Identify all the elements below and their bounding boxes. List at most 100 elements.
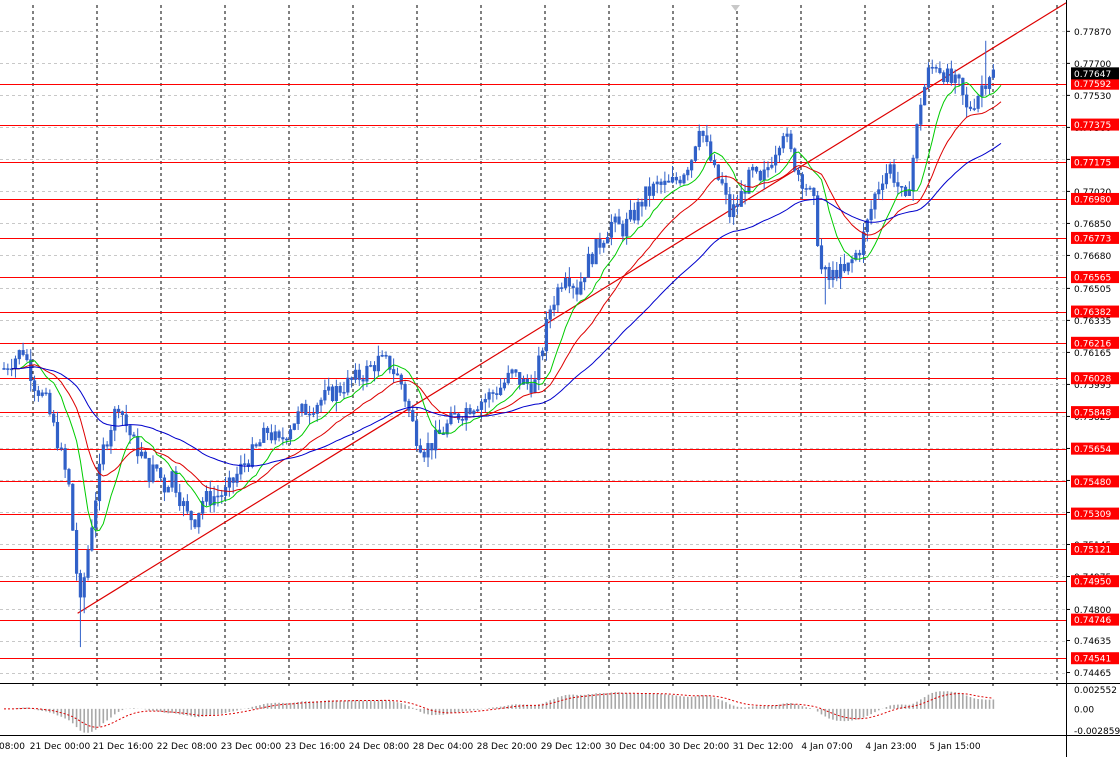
candle: [143, 450, 147, 459]
candle: [873, 191, 877, 219]
candle: [766, 161, 770, 178]
candle: [850, 255, 854, 273]
candle: [884, 164, 889, 189]
candle-body: [342, 391, 346, 394]
candle-body: [330, 386, 335, 401]
candle-body: [884, 173, 889, 185]
candle-body: [827, 266, 831, 281]
candle: [984, 40, 988, 95]
candle: [113, 406, 117, 442]
candle: [434, 420, 438, 459]
candle: [812, 187, 816, 206]
candle-body: [693, 146, 698, 161]
candle-body: [82, 577, 86, 598]
candle-body: [892, 164, 896, 183]
candle-body: [197, 513, 201, 528]
candle-body: [655, 181, 659, 185]
candle: [136, 428, 140, 464]
candle-body: [510, 369, 514, 374]
oscillator-tick-label: 0.00: [1074, 705, 1094, 715]
candle: [579, 272, 583, 296]
candle-body: [552, 304, 556, 311]
candle-body: [915, 124, 919, 159]
time-label: 31 Dec 12:00: [733, 742, 794, 752]
candle-body: [907, 189, 911, 196]
ma-line-0: [11, 81, 1002, 532]
candle-body: [796, 169, 801, 175]
candle-body: [651, 183, 655, 196]
candle: [846, 262, 850, 275]
candle-body: [170, 471, 174, 488]
candle-body: [533, 379, 537, 393]
candle: [674, 172, 678, 185]
candle-body: [319, 399, 323, 406]
level-tag: [1071, 77, 1119, 90]
candle: [957, 73, 961, 87]
candle-body: [418, 445, 422, 453]
candle-body: [395, 373, 400, 376]
level-tag: [1071, 613, 1119, 626]
oscillator-signal-line: [4, 692, 994, 728]
candle: [296, 406, 300, 430]
candle: [735, 194, 740, 215]
candle-body: [453, 413, 457, 415]
candle-body: [686, 169, 690, 176]
candle-body: [128, 425, 132, 436]
candle-body: [216, 495, 220, 498]
trendline-layer[interactable]: [77, 2, 1067, 614]
candle-body: [754, 166, 759, 172]
candle-body: [751, 166, 755, 171]
candle: [781, 132, 785, 153]
oscillator-tick-label: 0.002552: [1074, 686, 1117, 696]
candle-body: [71, 483, 75, 531]
candle: [414, 415, 419, 451]
candle: [751, 164, 755, 178]
candle-body: [896, 182, 900, 187]
time-label: 4 Jan 07:00: [801, 742, 853, 752]
candle: [586, 246, 591, 278]
candle: [796, 167, 801, 182]
candle: [678, 176, 682, 186]
candle-body: [97, 463, 102, 502]
candle-body: [506, 372, 510, 384]
candle: [621, 220, 625, 242]
candle: [923, 83, 927, 106]
candle-body: [32, 380, 37, 391]
candle-body: [277, 431, 281, 438]
candle: [754, 166, 759, 174]
candle: [827, 262, 831, 289]
candle: [342, 381, 346, 400]
candle: [304, 399, 308, 415]
candle-body: [491, 392, 495, 394]
price-tick-label: 0.75995: [1074, 381, 1111, 391]
candle: [105, 441, 109, 451]
candle: [300, 403, 304, 417]
candle: [525, 374, 529, 390]
candle: [785, 127, 789, 143]
candle: [647, 177, 652, 207]
candle-body: [682, 174, 686, 184]
candle: [575, 279, 579, 302]
candle-body: [162, 477, 167, 493]
level-tag: [1071, 475, 1119, 488]
time-label: 28 Dec 20:00: [477, 742, 538, 752]
candle-body: [296, 411, 300, 425]
candle-body: [315, 404, 319, 414]
candle: [686, 166, 690, 181]
candle: [392, 358, 396, 384]
candle-body: [139, 451, 144, 457]
candle: [644, 186, 648, 210]
candle: [670, 166, 675, 184]
horizontal-levels[interactable]: [0, 84, 1066, 659]
candle: [174, 466, 178, 498]
candle-body: [846, 262, 850, 272]
candle-body: [598, 238, 602, 248]
candle: [208, 481, 212, 513]
candle-body: [709, 141, 713, 161]
candle-body: [105, 444, 109, 447]
candle: [659, 178, 663, 194]
level-tag-label: 0.74746: [1074, 616, 1111, 626]
candle: [403, 381, 407, 408]
